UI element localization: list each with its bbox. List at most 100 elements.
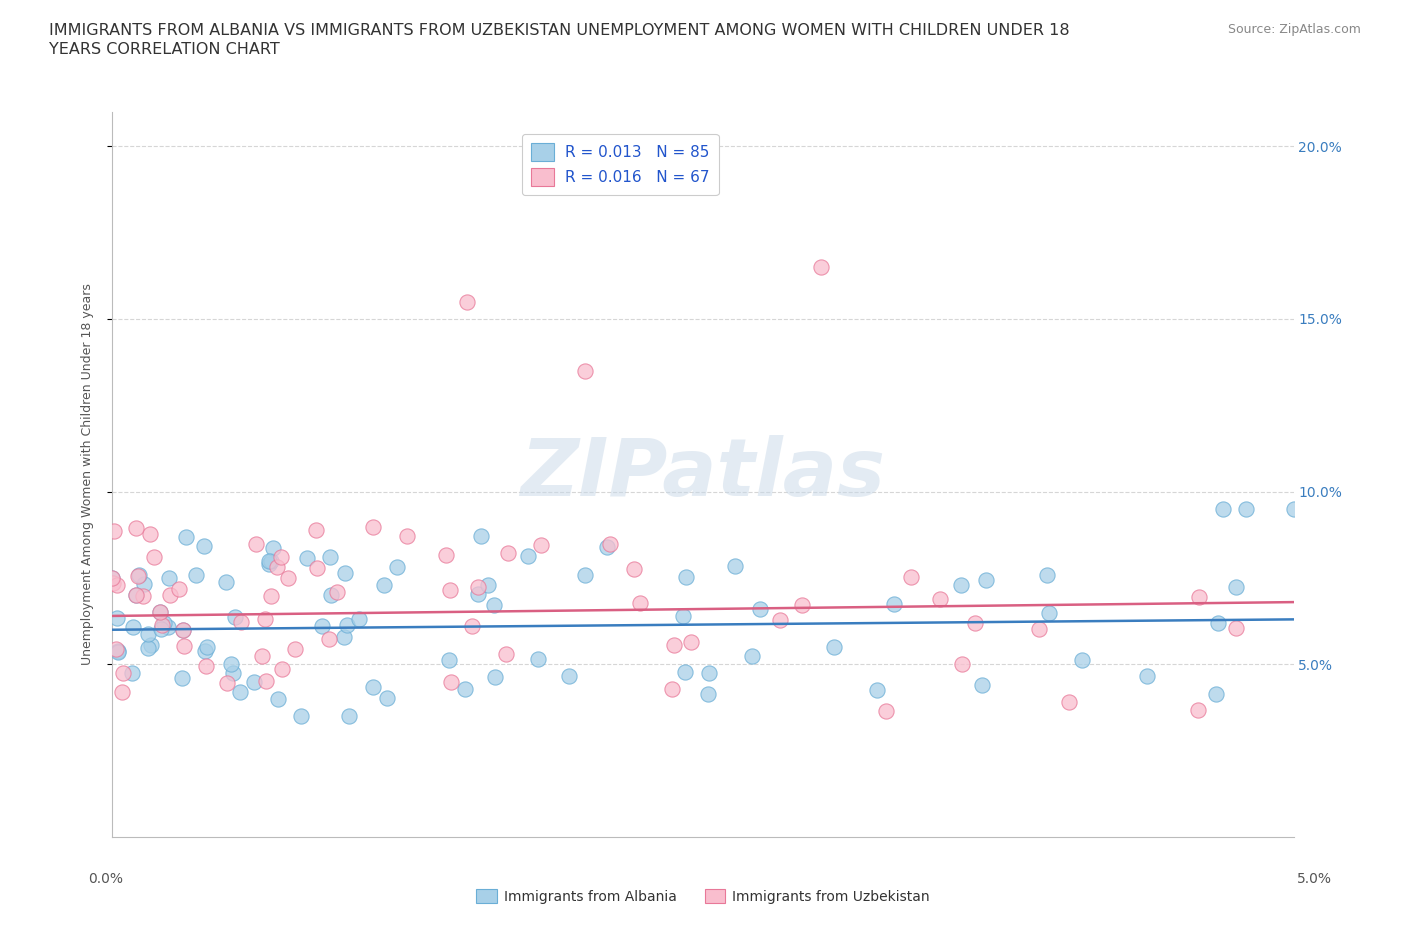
Point: [599, 537, 621, 551]
Point: [319, 588, 342, 603]
Point: [172, 622, 194, 637]
Point: [1028, 621, 1050, 636]
Y-axis label: Unemployment Among Women with Children Under 18 years: Unemployment Among Women with Children U…: [82, 284, 94, 665]
Point: [305, 522, 328, 537]
Point: [262, 540, 284, 555]
Point: [250, 649, 273, 664]
Point: [159, 571, 181, 586]
Point: [467, 587, 489, 602]
Point: [270, 550, 292, 565]
Point: [517, 549, 540, 564]
Point: [661, 682, 683, 697]
Point: [385, 560, 408, 575]
Text: IMMIGRANTS FROM ALBANIA VS IMMIGRANTS FROM UZBEKISTAN UNEMPLOYMENT AMONG WOMEN W: IMMIGRANTS FROM ALBANIA VS IMMIGRANTS FR…: [49, 23, 1070, 38]
Point: [125, 588, 148, 603]
Point: [883, 597, 905, 612]
Point: [125, 521, 148, 536]
Point: [149, 605, 172, 620]
Point: [101, 576, 124, 591]
Point: [156, 619, 179, 634]
Point: [724, 558, 747, 573]
Point: [277, 571, 299, 586]
Point: [697, 686, 720, 701]
Point: [159, 587, 181, 602]
Point: [260, 589, 283, 604]
Point: [875, 703, 897, 718]
Text: 5.0%: 5.0%: [1298, 871, 1331, 886]
Point: [136, 641, 159, 656]
Point: [229, 615, 252, 630]
Point: [125, 588, 148, 603]
Point: [495, 646, 517, 661]
Point: [1036, 567, 1059, 582]
Point: [254, 673, 277, 688]
Point: [222, 666, 245, 681]
Point: [318, 631, 340, 646]
Point: [974, 572, 997, 587]
Text: YEARS CORRELATION CHART: YEARS CORRELATION CHART: [49, 42, 280, 57]
Point: [749, 602, 772, 617]
Point: [1282, 501, 1305, 516]
Point: [1187, 702, 1209, 717]
Point: [675, 570, 697, 585]
Point: [454, 682, 477, 697]
Point: [1188, 590, 1211, 604]
Point: [484, 598, 506, 613]
Point: [928, 591, 950, 606]
Point: [290, 709, 312, 724]
Point: [219, 657, 242, 671]
Point: [107, 644, 129, 659]
Point: [174, 529, 197, 544]
Point: [193, 538, 215, 553]
Point: [375, 690, 398, 705]
Point: [623, 561, 645, 576]
Point: [229, 684, 252, 699]
Point: [336, 618, 359, 632]
Point: [121, 666, 143, 681]
Point: [307, 561, 329, 576]
Point: [105, 578, 128, 593]
Point: [143, 550, 166, 565]
Point: [823, 640, 845, 655]
Point: [1225, 579, 1247, 594]
Text: Source: ZipAtlas.com: Source: ZipAtlas.com: [1227, 23, 1361, 36]
Point: [149, 605, 172, 620]
Point: [128, 567, 150, 582]
Point: [1057, 695, 1080, 710]
Point: [439, 653, 461, 668]
Point: [215, 675, 238, 690]
Point: [150, 618, 173, 633]
Point: [470, 529, 492, 544]
Text: ZIPatlas: ZIPatlas: [520, 435, 886, 513]
Point: [337, 709, 360, 724]
Point: [790, 598, 813, 613]
Point: [439, 583, 461, 598]
Point: [138, 526, 160, 541]
Point: [267, 691, 290, 706]
Point: [769, 612, 792, 627]
Point: [484, 670, 506, 684]
Point: [950, 578, 973, 592]
Point: [434, 547, 457, 562]
Point: [950, 657, 973, 671]
Legend: R = 0.013   N = 85, R = 0.016   N = 67: R = 0.013 N = 85, R = 0.016 N = 67: [522, 134, 718, 195]
Point: [243, 674, 266, 689]
Point: [112, 666, 135, 681]
Point: [440, 674, 463, 689]
Point: [574, 364, 596, 379]
Point: [558, 669, 581, 684]
Point: [318, 550, 340, 565]
Point: [681, 635, 703, 650]
Point: [527, 652, 550, 667]
Point: [333, 630, 356, 644]
Point: [245, 537, 267, 551]
Point: [152, 616, 174, 631]
Point: [1038, 605, 1060, 620]
Point: [1135, 669, 1157, 684]
Legend: Immigrants from Albania, Immigrants from Uzbekistan: Immigrants from Albania, Immigrants from…: [471, 884, 935, 910]
Point: [311, 618, 333, 633]
Point: [574, 567, 596, 582]
Point: [672, 608, 695, 623]
Point: [111, 684, 134, 699]
Point: [810, 259, 832, 274]
